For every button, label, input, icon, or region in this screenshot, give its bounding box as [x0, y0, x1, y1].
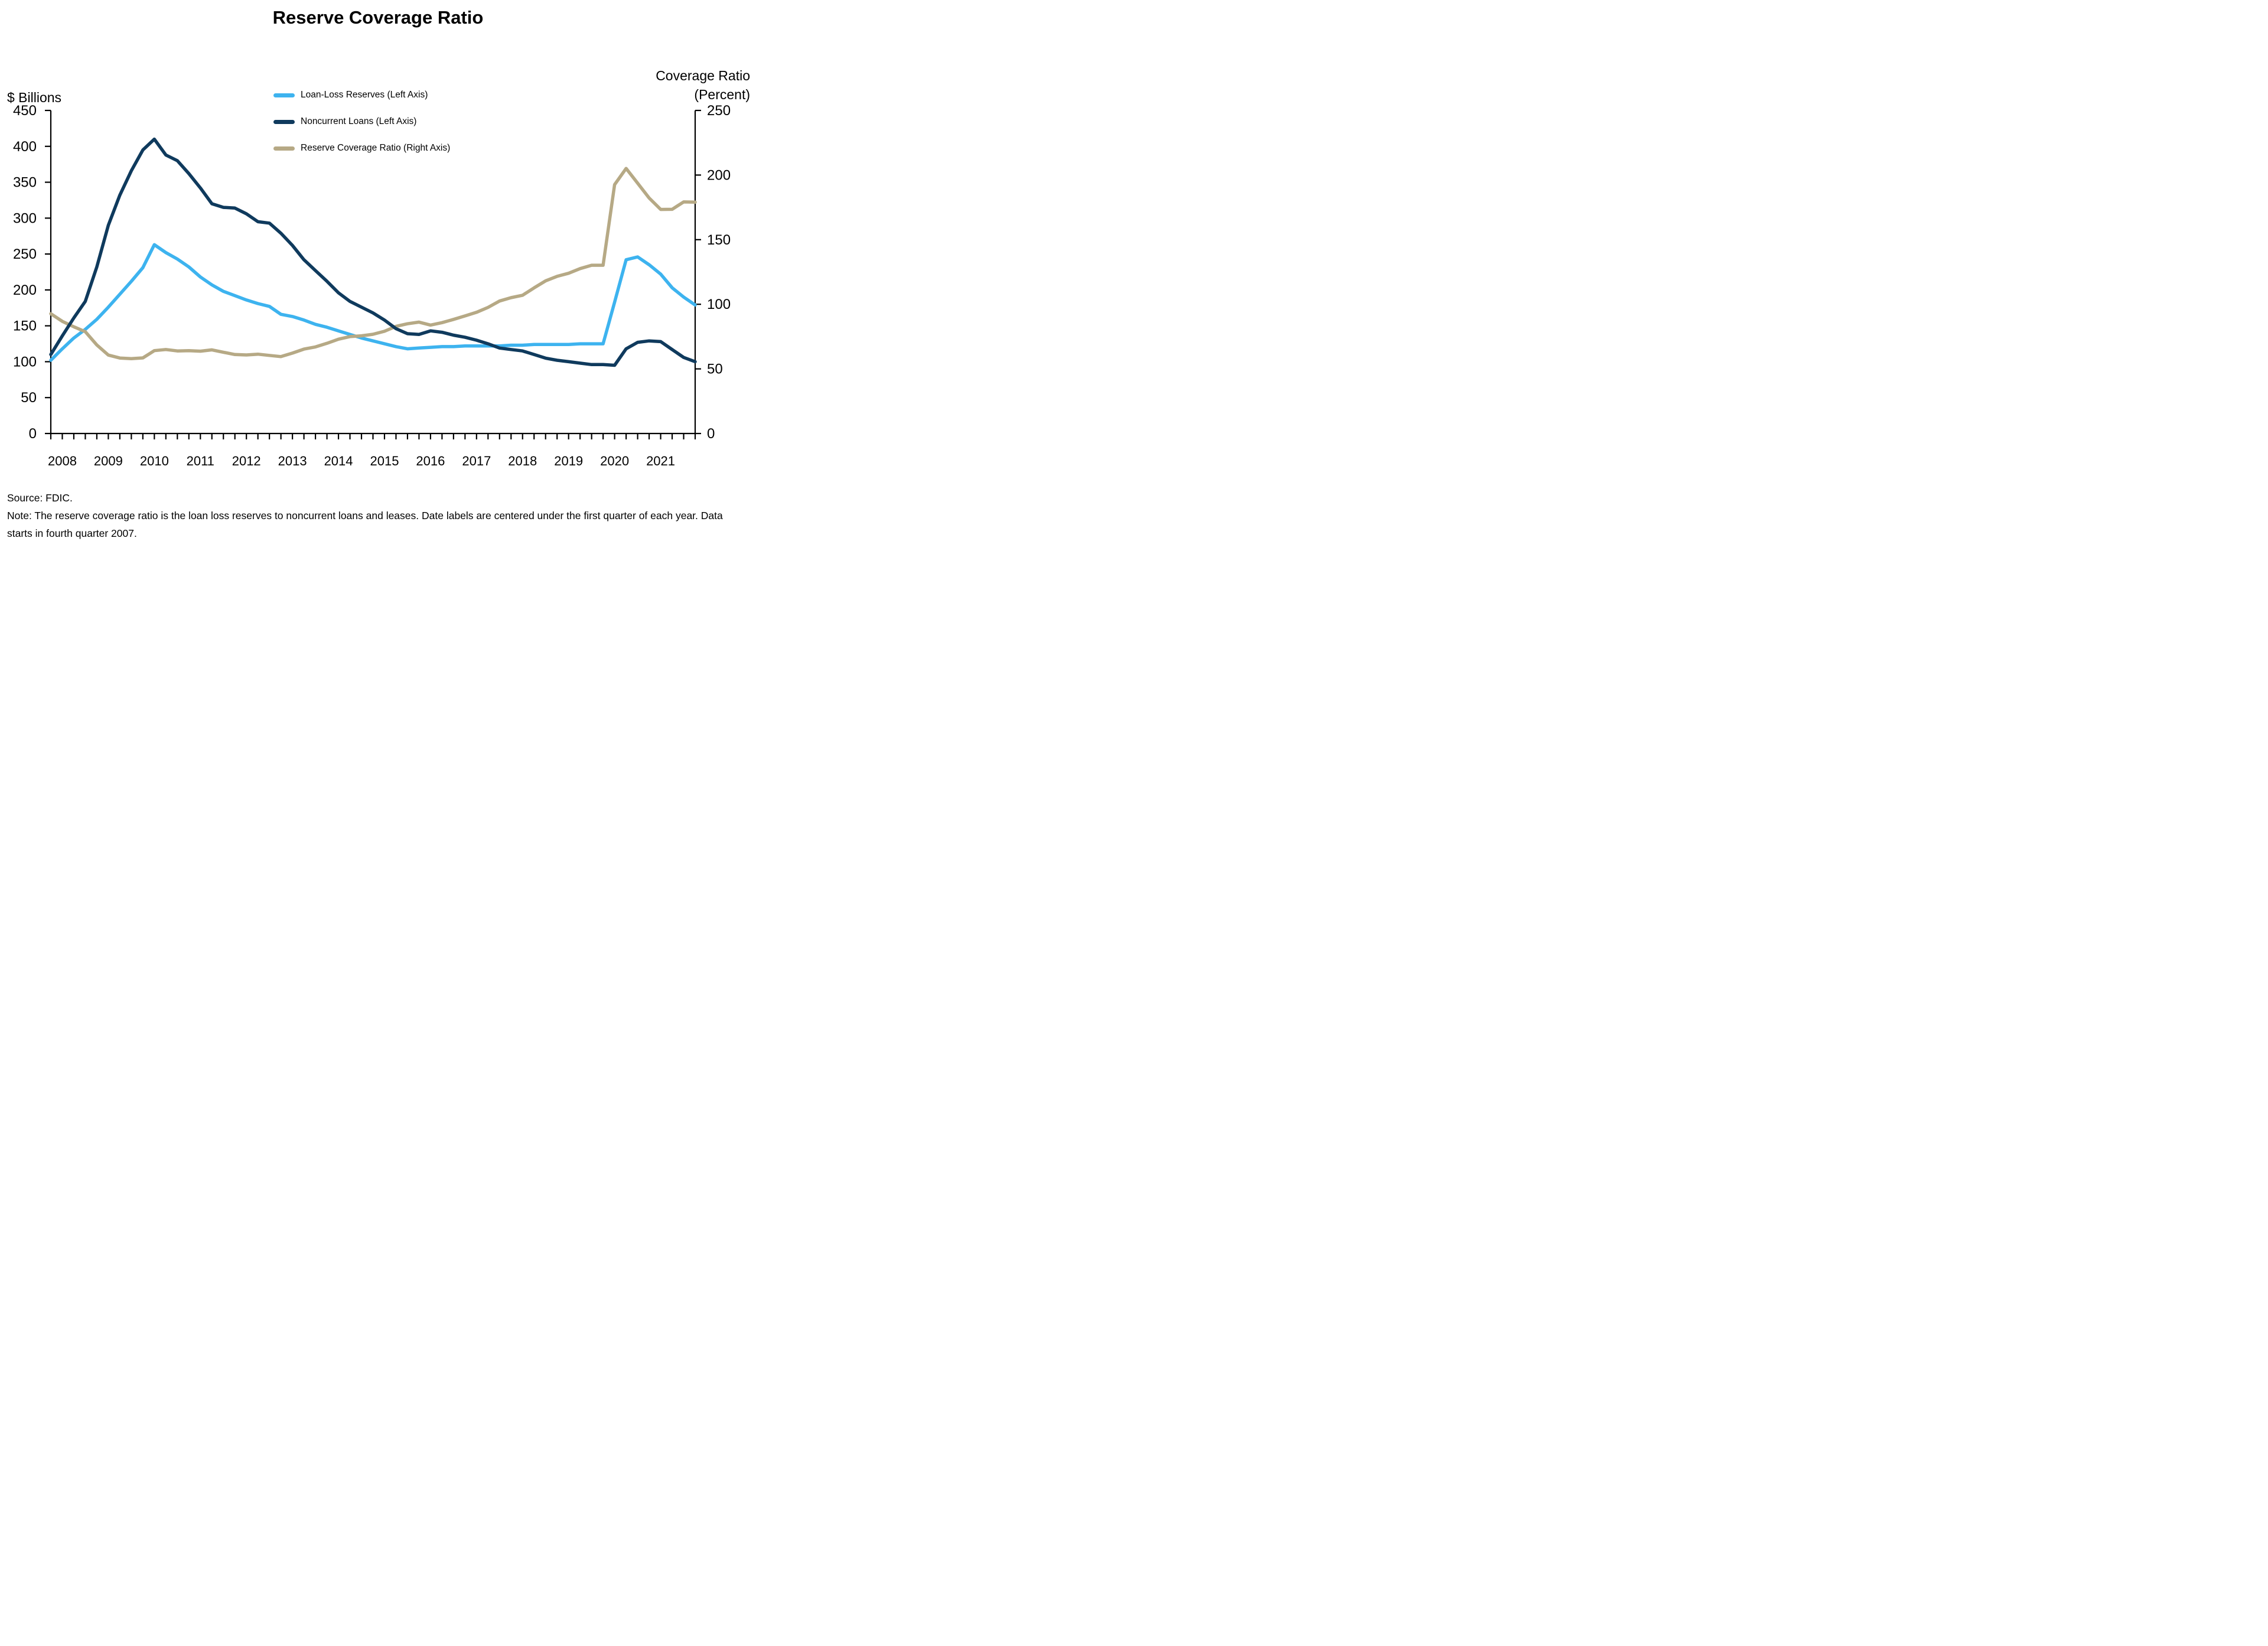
legend-item-noncurrent-loans: Noncurrent Loans (Left Axis): [273, 116, 450, 127]
svg-text:2019: 2019: [554, 454, 583, 468]
svg-text:50: 50: [707, 361, 723, 377]
svg-text:2015: 2015: [370, 454, 399, 468]
note-text: Note: The reserve coverage ratio is the …: [7, 510, 723, 539]
svg-text:150: 150: [13, 318, 37, 334]
loan-loss-reserves-line-swatch: [273, 93, 295, 97]
svg-text:200: 200: [707, 167, 731, 183]
svg-text:2016: 2016: [416, 454, 445, 468]
legend-label: Reserve Coverage Ratio (Right Axis): [301, 143, 451, 153]
svg-text:2011: 2011: [187, 454, 214, 468]
right-axis-label-line1: Coverage Ratio: [656, 68, 750, 83]
svg-text:100: 100: [707, 296, 731, 312]
svg-text:2009: 2009: [94, 454, 123, 468]
svg-text:250: 250: [13, 246, 37, 262]
source-text: Source: FDIC.: [7, 492, 73, 504]
footer: Source: FDIC. Note: The reserve coverage…: [7, 489, 749, 542]
left-axis-label: $ Billions: [7, 90, 62, 105]
legend-item-reserve-coverage-ratio: Reserve Coverage Ratio (Right Axis): [273, 143, 450, 154]
svg-text:2008: 2008: [48, 454, 77, 468]
svg-text:250: 250: [707, 103, 731, 119]
svg-text:300: 300: [13, 210, 37, 226]
svg-text:2018: 2018: [508, 454, 537, 468]
svg-text:450: 450: [13, 103, 37, 119]
legend: Loan-Loss Reserves (Left Axis) Noncurren…: [273, 90, 450, 154]
legend-item-loan-loss-reserves: Loan-Loss Reserves (Left Axis): [273, 90, 450, 100]
chart-title: Reserve Coverage Ratio: [272, 7, 484, 28]
svg-text:2017: 2017: [462, 454, 491, 468]
svg-text:2010: 2010: [140, 454, 169, 468]
svg-text:2012: 2012: [232, 454, 261, 468]
svg-text:2014: 2014: [324, 454, 353, 468]
svg-text:2021: 2021: [646, 454, 675, 468]
svg-text:100: 100: [13, 354, 37, 370]
svg-text:350: 350: [13, 175, 37, 191]
chart-page: { "title": "Reserve Coverage Ratio", "le…: [0, 0, 756, 549]
legend-label: Loan-Loss Reserves (Left Axis): [301, 90, 428, 100]
reserve-coverage-ratio-line-swatch: [273, 146, 295, 151]
svg-text:2020: 2020: [600, 454, 629, 468]
right-axis-label: Coverage Ratio (Percent): [656, 66, 750, 104]
svg-text:50: 50: [21, 390, 37, 406]
svg-text:0: 0: [29, 426, 37, 442]
legend-label: Noncurrent Loans (Left Axis): [301, 116, 417, 126]
svg-text:2013: 2013: [278, 454, 307, 468]
svg-text:200: 200: [13, 282, 37, 298]
svg-text:400: 400: [13, 139, 37, 155]
reserve-coverage-ratio-chart: 0 50 100 150 200 250 300 350 400 450 0 50 100 150 200 2…: [13, 103, 731, 468]
svg-text:0: 0: [707, 426, 715, 442]
svg-text:150: 150: [707, 232, 731, 248]
noncurrent-loans-line-swatch: [273, 119, 295, 124]
right-axis-label-line2: (Percent): [694, 87, 750, 102]
